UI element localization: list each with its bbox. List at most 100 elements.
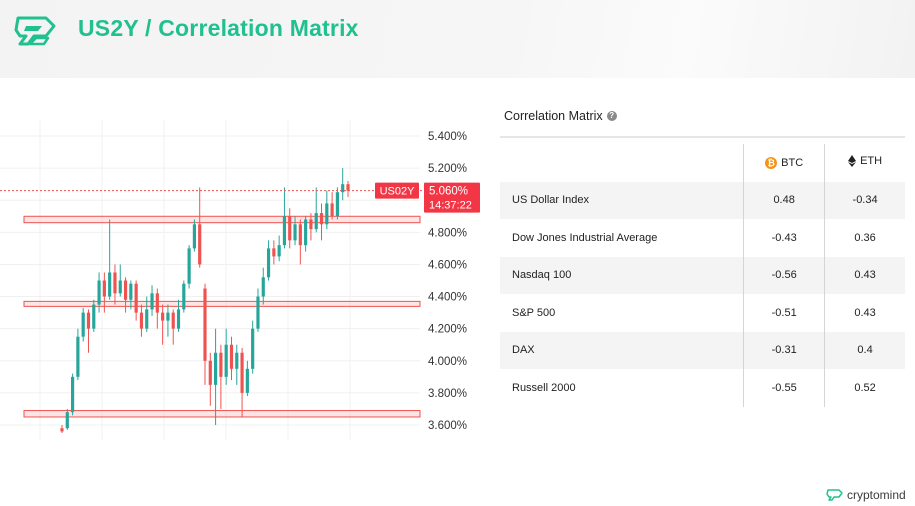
- candle-body: [304, 219, 308, 246]
- eth-correlation: -0.34: [824, 181, 905, 219]
- y-tick-label: 5.400%: [428, 131, 467, 143]
- candle-body: [123, 280, 128, 300]
- candle-body: [240, 352, 244, 393]
- help-icon[interactable]: ?: [606, 111, 617, 121]
- candle-body: [86, 312, 91, 329]
- candle-body: [71, 376, 75, 413]
- countdown-label: 14:37:22: [429, 200, 472, 212]
- btc-correlation: -0.43: [743, 219, 825, 257]
- last-price-label: 5.060%: [429, 186, 468, 198]
- btc-correlation: -0.56: [743, 256, 825, 294]
- candle-body: [214, 352, 218, 385]
- candle-body: [192, 224, 196, 249]
- y-tick-label: 3.800%: [428, 388, 467, 400]
- candle-body: [219, 352, 223, 377]
- candle-body: [298, 224, 302, 246]
- candle-body: [208, 360, 212, 385]
- candle-body: [346, 184, 350, 191]
- candle-body: [155, 293, 159, 313]
- candle-body: [272, 248, 276, 257]
- candle-body: [198, 224, 202, 265]
- brand-footer: cryptomind: [826, 488, 906, 502]
- candle-body: [108, 272, 112, 297]
- matrix-divider: [500, 136, 905, 138]
- ethereum-icon: [848, 155, 857, 168]
- symbol-tag: US02Y: [380, 186, 416, 198]
- candle-body: [176, 309, 181, 329]
- candle-body: [150, 293, 154, 310]
- candle-body: [282, 216, 287, 246]
- y-tick-label: 3.600%: [428, 420, 467, 432]
- candle-body: [161, 312, 165, 321]
- asset-column-header: [500, 144, 744, 182]
- price-zone: [23, 215, 421, 224]
- candle-body: [229, 344, 234, 369]
- correlation-matrix-title: Correlation Matrix ?: [504, 109, 617, 123]
- price-zone: [23, 410, 421, 418]
- eth-correlation: 0.4: [824, 331, 905, 369]
- candle-body: [92, 304, 96, 329]
- btc-column-header: ₿ BTC: [743, 144, 825, 182]
- y-tick-label: 5.200%: [428, 163, 467, 175]
- candle-body: [314, 213, 318, 230]
- candle-body: [335, 192, 339, 217]
- header-banner: US2Y / Correlation Matrix: [0, 0, 915, 78]
- candle-body: [113, 272, 117, 294]
- asset-name: Nasdaq 100: [500, 256, 744, 294]
- candle-body: [182, 283, 186, 310]
- candle-body: [139, 312, 144, 329]
- correlation-matrix-table: ₿ BTC ETH US Dollar Index 0.48 -0.34: [500, 144, 905, 407]
- btc-correlation: -0.31: [743, 331, 825, 369]
- page-title: US2Y / Correlation Matrix: [78, 15, 359, 41]
- y-tick-label: 4.200%: [428, 324, 467, 336]
- matrix-row: Russell 2000 -0.55 0.52: [500, 369, 905, 407]
- candle-body: [266, 248, 271, 278]
- y-tick-label: 4.400%: [428, 292, 467, 304]
- candle-body: [102, 280, 106, 297]
- correlation-matrix-heading: Correlation Matrix: [504, 109, 603, 123]
- candle-body: [325, 203, 329, 225]
- bitcoin-icon: ₿: [765, 156, 778, 169]
- candle-body: [81, 312, 85, 337]
- candle-body: [288, 216, 292, 241]
- matrix-row: Nasdaq 100 -0.56 0.43: [500, 256, 905, 294]
- candle-body: [60, 428, 64, 432]
- candle-body: [251, 328, 255, 369]
- asset-name: Dow Jones Industrial Average: [512, 231, 658, 244]
- eth-column-header: ETH: [824, 144, 905, 182]
- candle-body: [171, 312, 175, 329]
- candle-body: [97, 280, 101, 305]
- candle-body: [118, 280, 122, 294]
- candle-body: [330, 203, 334, 217]
- cryptomind-small-logo-icon: [826, 488, 843, 501]
- btc-correlation: -0.55: [743, 369, 825, 407]
- candle-body: [293, 224, 297, 241]
- candle-body: [261, 277, 265, 297]
- btc-correlation: 0.48: [743, 181, 825, 219]
- candle-body: [187, 248, 191, 284]
- eth-correlation: 0.43: [824, 294, 905, 332]
- y-tick-label: 4.800%: [428, 227, 467, 239]
- candle-body: [203, 288, 207, 361]
- candle-body: [76, 336, 80, 377]
- matrix-row: US Dollar Index 0.48 -0.34: [500, 181, 905, 219]
- y-tick-label: 4.600%: [428, 259, 467, 271]
- candle-body: [129, 283, 133, 300]
- symbol-tag-bg: [375, 182, 419, 199]
- eth-correlation: 0.43: [824, 256, 905, 294]
- candle-body: [65, 412, 69, 429]
- y-tick-label: 4.000%: [428, 356, 467, 368]
- matrix-row: S&P 500 -0.51 0.43: [500, 294, 905, 332]
- candle-body: [166, 312, 170, 321]
- matrix-header-row: ₿ BTC ETH: [500, 144, 905, 182]
- candle-body: [245, 368, 249, 393]
- eth-column-label: ETH: [860, 155, 883, 168]
- brand-name: cryptomind: [847, 488, 906, 502]
- price-tag-bg: [424, 182, 480, 213]
- cryptomind-logo-icon: [14, 16, 56, 46]
- eth-correlation: 0.52: [824, 369, 905, 407]
- matrix-row: Dow Jones Industrial Average -0.43 0.36: [500, 219, 905, 257]
- candle-body: [277, 245, 281, 257]
- candle-body: [145, 309, 149, 329]
- candle-body: [134, 283, 138, 313]
